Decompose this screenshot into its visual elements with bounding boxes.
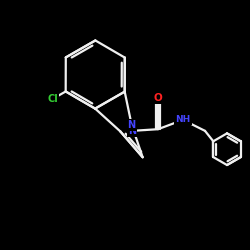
Text: N: N <box>128 120 136 130</box>
Text: NH: NH <box>175 115 190 124</box>
Text: Cl: Cl <box>47 94 58 104</box>
Text: O: O <box>154 93 162 103</box>
Text: N: N <box>128 126 136 136</box>
Text: O: O <box>154 93 162 103</box>
Text: N: N <box>128 120 136 130</box>
Text: NH: NH <box>175 115 190 124</box>
